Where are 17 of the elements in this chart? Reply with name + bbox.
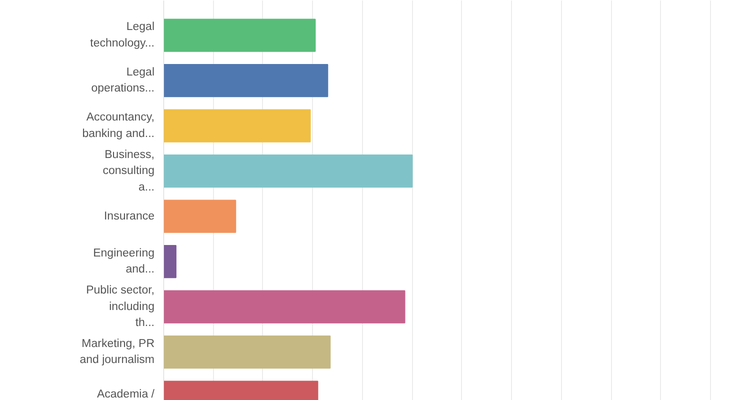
y-tick-label: Marketing, PR and journalism (80, 338, 155, 366)
y-tick-label: Accountancy, banking and... (82, 112, 155, 140)
bar (164, 109, 311, 142)
bar (164, 200, 236, 233)
bar (164, 18, 316, 52)
bar (164, 336, 331, 369)
bar (164, 154, 413, 188)
y-tick-label: Legal operations... (91, 66, 155, 95)
y-tick-label: Legal technology... (90, 21, 155, 50)
y-tick-label: Insurance (104, 210, 155, 222)
y-tick-label: Business, consulting a... (102, 148, 155, 194)
bar (164, 245, 176, 278)
bar (164, 290, 406, 324)
y-tick-label: Engineering and... (93, 247, 155, 276)
y-tick-label: Public sector, including th... (86, 284, 155, 330)
bar (164, 64, 328, 98)
y-tick-label: Academia / (96, 388, 156, 400)
